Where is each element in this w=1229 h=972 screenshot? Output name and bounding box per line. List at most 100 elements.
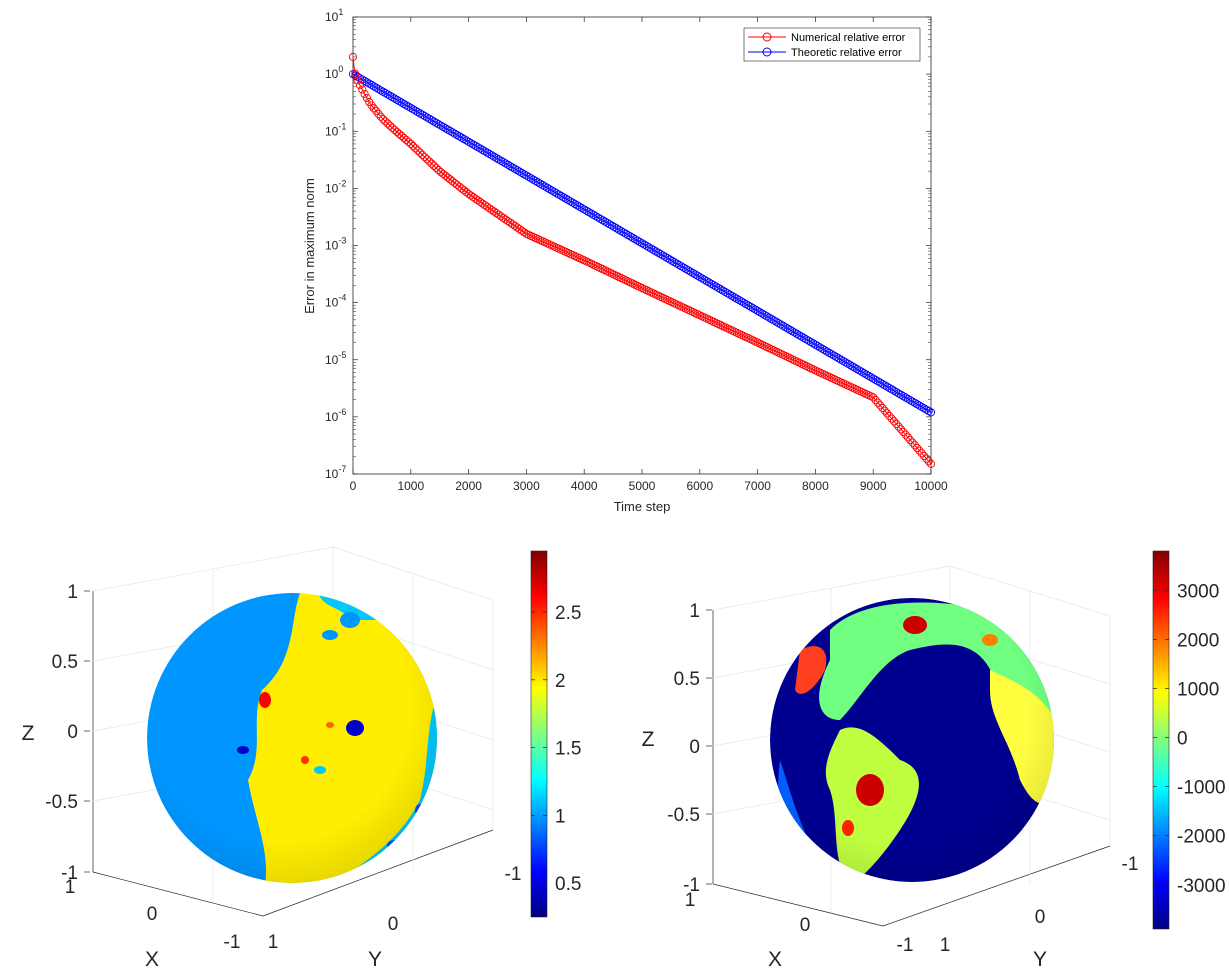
- y-axis-label: Error in maximum norm: [302, 178, 317, 314]
- series-marker: [577, 204, 586, 213]
- series-marker: [603, 218, 612, 227]
- series-marker: [913, 400, 922, 409]
- y-tick-base: 10: [325, 67, 339, 81]
- x-tick-label: 0: [350, 479, 357, 493]
- x-tick-label: 4000: [571, 479, 598, 493]
- x-tick-label: 9000: [860, 479, 887, 493]
- series-marker: [748, 304, 758, 313]
- series-marker: [755, 308, 764, 317]
- series-marker: [381, 89, 390, 98]
- series-marker: [529, 175, 538, 184]
- series-marker: [385, 121, 395, 130]
- series-marker: [799, 333, 808, 342]
- series-marker: [427, 159, 436, 168]
- y-tick-base: 10: [325, 124, 339, 138]
- sphere-surface-right: [770, 598, 1054, 882]
- sphere-plot-right: 10.50-0.5-110-1 10-1 Z X Y 3000200010000-…: [642, 550, 1226, 971]
- series-marker: [388, 93, 397, 102]
- y-tick-label: 10-5: [325, 350, 346, 367]
- series-marker: [388, 123, 397, 132]
- series-marker: [459, 135, 469, 144]
- colorbar-tick-label: 3000: [1177, 581, 1219, 602]
- series-marker: [852, 365, 862, 374]
- series-marker: [741, 300, 751, 309]
- z-tick-label: 0.5: [52, 652, 78, 673]
- series-marker: [836, 355, 845, 364]
- series-marker: [483, 148, 492, 157]
- series-marker: [917, 402, 926, 411]
- series-marker: [374, 109, 383, 118]
- series-marker: [915, 401, 924, 410]
- series-marker: [883, 409, 892, 418]
- series-marker: [573, 201, 582, 210]
- series-marker: [644, 243, 653, 252]
- y-tick-exp: -6: [338, 407, 346, 417]
- series-marker: [688, 268, 697, 278]
- series-marker: [533, 178, 543, 187]
- series-marker: [892, 388, 901, 397]
- x-tick-label: 1: [65, 877, 76, 898]
- series-marker: [559, 193, 568, 202]
- series-marker: [566, 197, 575, 206]
- series-marker: [795, 331, 804, 340]
- series-marker: [369, 104, 378, 113]
- legend-marker-theoretic: [762, 47, 772, 57]
- series-marker: [693, 271, 702, 280]
- series-marker: [790, 328, 799, 337]
- series-marker: [399, 133, 408, 142]
- series-marker: [672, 259, 681, 268]
- series-marker: [698, 274, 707, 283]
- series-marker: [598, 216, 607, 225]
- series-marker: [691, 270, 700, 279]
- series-marker: [376, 86, 385, 95]
- y-tick-base: 10: [325, 181, 339, 195]
- y-tick-label: 10-2: [325, 178, 346, 195]
- series-marker: [744, 301, 753, 310]
- series-marker: [869, 374, 878, 383]
- series-marker: [910, 398, 919, 407]
- series-marker: [684, 266, 693, 275]
- y-tick-exp: -3: [338, 236, 346, 246]
- series-marker: [612, 224, 621, 233]
- series-marker: [732, 294, 741, 303]
- series-marker: [515, 167, 524, 176]
- z-tick-label: 1: [689, 601, 700, 622]
- series-marker: [413, 146, 422, 155]
- y-tick-label: 1: [268, 932, 279, 953]
- series-marker: [774, 319, 783, 328]
- z-tick-label: 0.5: [674, 669, 700, 690]
- series-marker: [677, 262, 686, 271]
- series-marker: [487, 151, 496, 160]
- series-marker: [704, 278, 714, 287]
- series-marker: [834, 354, 843, 363]
- series-marker: [520, 170, 529, 179]
- series-marker: [439, 122, 448, 131]
- series-marker: [411, 144, 420, 153]
- series-marker: [462, 136, 471, 145]
- series-marker: [452, 130, 462, 140]
- legend-box: [743, 27, 921, 62]
- series-marker: [730, 293, 739, 302]
- colorbar-tick-label: -1000: [1177, 778, 1226, 799]
- series-marker: [501, 159, 510, 168]
- x-axis-label-left: X: [145, 948, 159, 971]
- series-marker: [436, 121, 445, 130]
- series-marker: [894, 389, 903, 398]
- z-tick-label: -1: [61, 863, 78, 884]
- legend-label-numerical: Numerical relative error: [791, 32, 906, 44]
- series-marker: [668, 256, 677, 265]
- series-marker: [802, 335, 811, 344]
- x-axis-ticks: 0 1000 2000 3000 4000 5000 6000 7000 8000 9000 100…: [350, 17, 948, 493]
- series-marker: [464, 137, 473, 146]
- series-marker: [772, 317, 781, 326]
- series-marker: [769, 316, 778, 325]
- series-marker: [714, 283, 723, 292]
- series-marker: [395, 97, 404, 106]
- series-marker: [362, 78, 371, 87]
- series-marker: [372, 106, 381, 116]
- series-marker: [899, 392, 908, 401]
- series-marker: [621, 229, 630, 238]
- y-tick-exp: -4: [338, 293, 346, 303]
- colorbar-tick-label: 2.5: [555, 603, 581, 624]
- series-marker: [883, 382, 892, 391]
